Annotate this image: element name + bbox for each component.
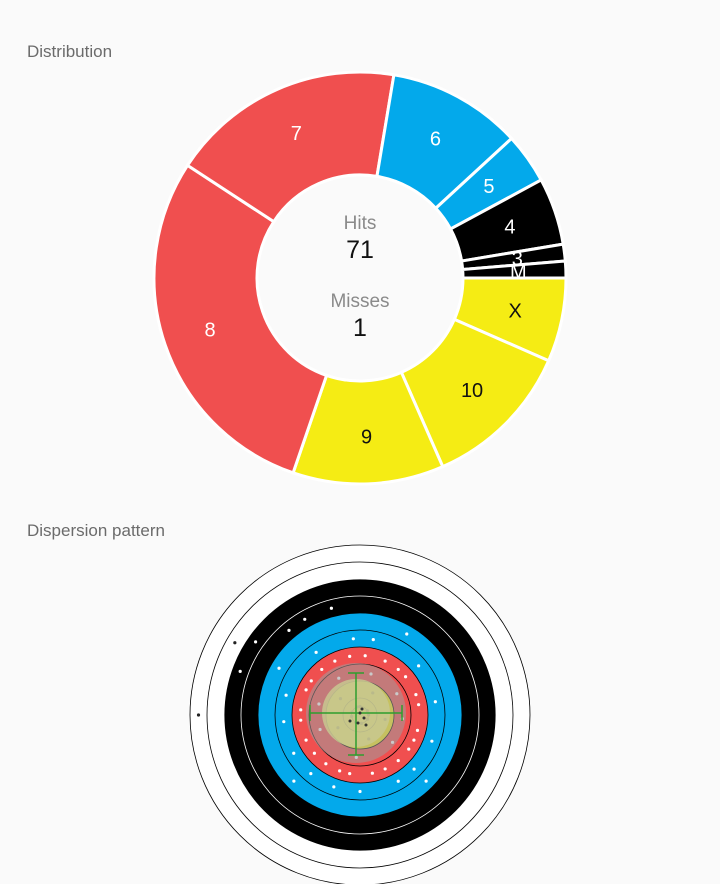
donut-label-5: 5 [483,176,494,198]
dispersion-title: Dispersion pattern [27,521,165,540]
donut-label-4: 4 [504,217,515,239]
arrow-hit [356,721,360,725]
arrow-hit [417,664,421,668]
donut-label-10: 10 [461,380,483,402]
arrow-hit [396,667,400,672]
arrow-hit [312,751,317,755]
arrow-hit [309,679,313,683]
arrow-hit [329,606,334,610]
arrow-hit [287,628,291,632]
arrow-hit [360,707,364,711]
misses-value: 1 [353,314,367,342]
hits-label: Hits [343,213,377,234]
misses-label: Misses [330,291,390,312]
arrow-hit [415,728,420,732]
arrow-hit [405,632,409,636]
distribution-donut-chart: X 10 9 8 7 6 54 3M [152,70,568,486]
arrow-hit [292,779,296,783]
arrow-hit [324,762,328,766]
distribution-title: Distribution [27,42,113,61]
arrow-hit [362,716,366,720]
arrow-hit [299,718,303,722]
arrow-hit [363,654,367,658]
arrow-hit [233,641,237,645]
arrow-hit [277,666,281,670]
arrow-hit [371,638,375,642]
arrow-hit [364,723,368,727]
hits-value: 71 [346,236,374,264]
arrow-hit [348,654,352,659]
donut-slice-7 [185,70,396,224]
arrow-hit [412,738,416,742]
arrow-hit [412,767,416,771]
donut-label-7: 7 [291,123,302,145]
donut-label-9: 9 [361,426,372,448]
donut-slices [152,70,568,486]
arrow-hit [407,747,411,751]
arrow-hit [284,693,288,697]
arrow-hit [304,738,308,742]
dispersion-target [189,544,531,884]
donut-slice-m [461,259,568,280]
arrow-hit [282,720,286,724]
donut-label-m: M [510,261,527,283]
arrow-hit [396,758,400,763]
arrow-hit [303,617,307,621]
arrow-hit [196,713,201,717]
arrow-hit [370,771,374,775]
arrow-hit [304,688,308,692]
group-indicator [306,663,406,763]
arrow-hit [309,772,313,776]
donut-labels: X 10 9 8 7 6 54 3M [205,123,527,449]
arrow-hit [314,650,318,654]
arrow-hit [416,703,421,707]
donut-label-x: X [508,301,521,323]
arrow-hit [414,693,418,697]
donut-label-3: 3 [512,248,523,270]
arrow-hit [333,659,337,663]
arrow-hit [238,669,242,673]
arrow-hit [358,711,362,715]
arrow-hit [430,739,434,743]
arrow-hit [332,785,336,789]
donut-label-6: 6 [430,129,441,151]
donut-slice-8 [152,163,329,475]
arrow-hit [424,779,428,783]
arrow-hit [351,637,355,641]
arrow-hit [396,779,400,783]
arrow-hit [403,675,408,679]
arrow-hit [383,767,387,771]
donut-label-8: 8 [205,319,216,341]
arrow-hit [338,769,342,773]
arrow-hit [348,771,352,776]
arrow-hit [383,659,387,663]
arrow-hit [253,640,258,644]
arrow-hit [299,708,303,712]
arrow-hit [320,667,324,672]
arrow-hit [348,719,352,723]
arrow-hit [358,789,362,794]
arrow-hit [433,700,437,704]
arrow-hit [292,751,296,755]
